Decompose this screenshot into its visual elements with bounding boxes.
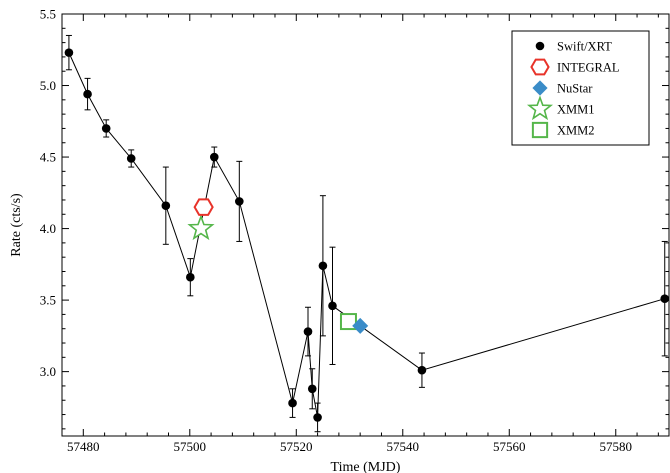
legend-label: Swift/XRT <box>557 40 612 54</box>
x-tick-label: 57560 <box>493 439 526 454</box>
y-tick-label: 5.0 <box>40 78 56 93</box>
legend-marker-integral <box>530 58 550 76</box>
swift-xrt-point <box>313 413 322 422</box>
legend-label: INTEGRAL <box>557 61 620 75</box>
legend-marker-swift-xrt <box>535 41 545 51</box>
y-tick-label: 3.0 <box>40 364 56 379</box>
legend-marker-nustar <box>532 80 548 96</box>
nustar-point <box>352 317 369 334</box>
swift-xrt-point <box>101 124 111 133</box>
legend-marker-xmm2 <box>531 121 549 139</box>
swift-xrt-point <box>186 272 195 282</box>
swift-xrt-point <box>209 152 219 162</box>
y-tick-label: 3.5 <box>40 293 56 308</box>
swift-xrt-point <box>417 365 427 375</box>
x-tick-label: 57480 <box>67 439 100 454</box>
swift-xrt-point <box>328 301 337 311</box>
y-tick-label: 4.5 <box>40 150 56 165</box>
x-tick-label: 57500 <box>174 439 207 454</box>
swift-xrt-point <box>660 294 670 303</box>
swift-xrt-point <box>126 154 136 163</box>
x-axis-title: Time (MJD) <box>331 460 401 473</box>
y-tick-label: 5.5 <box>40 7 56 22</box>
legend-label: NuStar <box>557 82 593 96</box>
legend-marker-xmm1 <box>526 95 554 121</box>
x-tick-label: 57520 <box>280 439 313 454</box>
ticks-layer: 57480 57500 57520 57540 57560 57580 3.0 3.5 4.0 4… <box>40 7 669 454</box>
data-points-layer <box>64 48 670 422</box>
plot-frame <box>61 13 670 437</box>
legend-label: XMM1 <box>557 103 595 117</box>
x-tick-label: 57540 <box>387 439 420 454</box>
swift-xrt-point <box>64 48 74 57</box>
legend: Swift/XRT INTEGRAL NuStar XMM1 XMM2 <box>511 30 650 146</box>
y-tick-label: 4.0 <box>40 221 56 236</box>
xmm1-point <box>187 214 215 241</box>
swift-xrt-point <box>83 89 92 99</box>
swift-xrt-point <box>318 261 328 271</box>
integral-point <box>193 198 214 216</box>
x-tick-label: 57580 <box>600 439 633 454</box>
legend-label: XMM2 <box>557 124 595 138</box>
swift-xrt-point <box>161 201 171 210</box>
xmm2-point <box>339 313 357 331</box>
swift-xrt-point <box>303 327 313 336</box>
y-axis-title: Rate (cts/s) <box>9 193 24 257</box>
swift-xrt-point <box>307 384 317 394</box>
swift-xrt-point <box>235 197 244 206</box>
swift-xrt-connecting-line <box>68 52 665 418</box>
swift-xrt-point <box>288 398 297 408</box>
